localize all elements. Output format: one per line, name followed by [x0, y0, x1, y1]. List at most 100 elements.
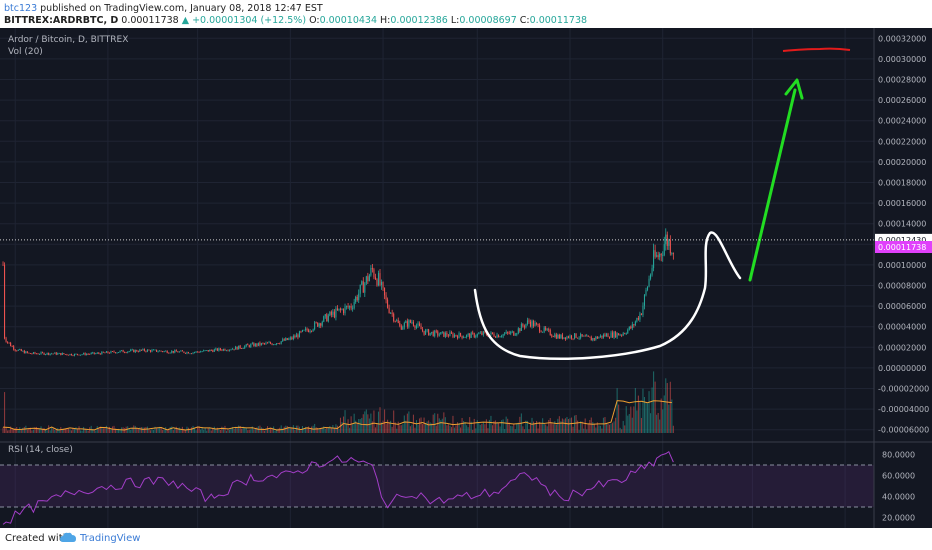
candle-body: [102, 351, 104, 353]
tradingview-cloud-icon[interactable]: [60, 532, 78, 544]
volume-bar: [567, 419, 570, 433]
candle-body: [339, 308, 342, 310]
candle-body: [312, 329, 314, 331]
volume-bar: [225, 430, 228, 433]
volume-bar: [274, 430, 276, 433]
volume-bar: [146, 426, 148, 433]
candle-body: [367, 276, 369, 282]
volume-bar: [174, 428, 176, 433]
volume-bar: [394, 422, 396, 433]
volume-bar: [517, 422, 519, 433]
candle-body: [631, 324, 633, 329]
volume-bar: [352, 424, 354, 433]
volume-bar: [139, 427, 141, 433]
volume-bar: [560, 421, 562, 433]
volume-bar: [601, 428, 603, 433]
price-tick-label: 0.00018000: [878, 179, 926, 188]
candle-body: [622, 333, 624, 336]
candle-body: [431, 331, 433, 333]
candle-body: [209, 349, 211, 352]
volume-bar: [669, 381, 671, 433]
volume-bar: [183, 429, 185, 433]
volume-bar: [634, 388, 636, 433]
volume-bar: [466, 425, 468, 433]
volume-bar: [619, 427, 621, 433]
price-tick-label: 0.00000000: [878, 364, 926, 373]
volume-bar: [286, 425, 288, 433]
volume-bar: [672, 425, 674, 433]
price-tick-label: 0.00026000: [878, 96, 926, 105]
candle-body: [660, 254, 662, 256]
volume-bar: [545, 424, 547, 433]
volume-bar: [248, 429, 250, 433]
candle-body: [212, 350, 214, 352]
volume-bar: [540, 423, 542, 433]
candle-body: [314, 322, 316, 330]
volume-bar: [80, 430, 82, 433]
chart-area[interactable]: 0.00032000 0.00030000 0.00028000 0.00026000…: [0, 28, 932, 528]
candle-body: [219, 348, 221, 350]
volume-bar: [653, 371, 655, 433]
candle-body: [194, 352, 196, 354]
volume-bar: [478, 422, 480, 433]
volume-bar: [309, 429, 311, 433]
volume-bar: [245, 427, 247, 433]
volume-bar: [596, 422, 598, 433]
candle-body: [166, 350, 168, 353]
candle-body: [83, 353, 85, 355]
tradingview-link[interactable]: TradingView: [80, 533, 141, 544]
candle-body: [14, 349, 16, 351]
candle-body: [87, 353, 89, 355]
candle-body: [306, 328, 308, 331]
candle-body: [502, 334, 504, 337]
volume-bar: [58, 430, 60, 433]
candle-body: [130, 349, 132, 352]
volume-bar: [429, 422, 431, 433]
green-arrowhead: [784, 78, 804, 100]
candle-body: [581, 334, 583, 337]
candle-body: [335, 308, 337, 318]
volume-bar: [659, 419, 661, 433]
author-link[interactable]: btc123: [4, 3, 38, 14]
candle-body: [95, 353, 97, 355]
candle-body: [634, 321, 636, 326]
low-label: L:: [450, 15, 460, 26]
low-value: 0.00008697: [459, 15, 517, 26]
volume-bar: [561, 418, 563, 433]
candle-body: [19, 349, 21, 351]
volume-bar: [361, 417, 363, 433]
volume-bar: [371, 421, 373, 433]
chart-svg[interactable]: 0.00032000 0.00030000 0.00028000 0.00026000…: [0, 28, 932, 528]
candle-body: [406, 321, 408, 327]
candle-body: [233, 348, 235, 350]
candle-body: [274, 344, 276, 346]
volume-bar: [574, 415, 576, 433]
volume-bar: [399, 425, 401, 433]
candle-body: [447, 335, 449, 337]
candlesticks: [2, 228, 674, 357]
volume-bar: [37, 427, 39, 433]
volume-bar: [277, 428, 279, 433]
candle-body: [656, 255, 658, 257]
candle-body: [125, 352, 127, 354]
volume-bar: [156, 428, 158, 433]
volume-bar: [314, 423, 316, 433]
candle-body: [599, 335, 601, 338]
candle-body: [69, 354, 71, 356]
volume-bar: [537, 428, 539, 433]
volume-bar: [239, 426, 241, 433]
candle-body: [505, 331, 507, 334]
volume-bar: [536, 420, 538, 433]
volume-bar: [615, 417, 617, 433]
candle-body: [584, 335, 586, 337]
candle-body: [180, 350, 182, 352]
volume-bar: [382, 420, 384, 433]
candle-body: [346, 305, 348, 307]
volume-bar: [624, 425, 626, 433]
volume-bar: [96, 426, 98, 433]
volume-bar: [227, 429, 229, 433]
candle-body: [580, 334, 582, 338]
volume-bar: [329, 426, 331, 433]
candle-body: [358, 293, 360, 301]
rsi-tick-label: 80.0000: [882, 451, 915, 460]
